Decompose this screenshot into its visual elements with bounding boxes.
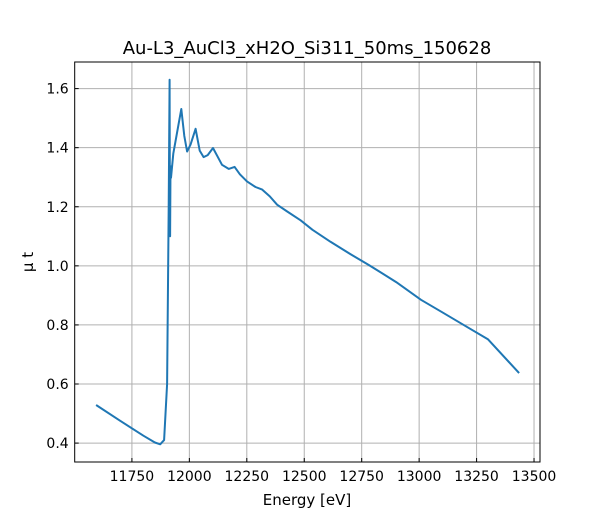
y-tick-label: 0.6 (46, 377, 68, 393)
x-tick-label: 13500 (512, 469, 557, 485)
y-tick-label: 1.4 (46, 141, 68, 157)
x-tick-label: 12750 (339, 469, 384, 485)
x-tick-label: 11750 (110, 469, 155, 485)
x-tick-label: 12500 (282, 469, 327, 485)
x-tick-label: 13000 (397, 469, 442, 485)
x-tick-label: 12250 (225, 469, 270, 485)
y-tick-label: 0.8 (46, 318, 68, 334)
y-tick-label: 1.6 (46, 82, 68, 98)
y-tick-label: 1.2 (46, 200, 68, 216)
x-tick-label: 13250 (454, 469, 499, 485)
y-tick-label: 0.4 (46, 436, 68, 452)
series-line (95, 78, 520, 446)
y-tick-label: 1.0 (46, 259, 68, 275)
x-tick-label: 12000 (167, 469, 212, 485)
plot-frame (74, 61, 541, 463)
x-axis-label: Energy [eV] (263, 491, 351, 509)
y-axis-label: μ t (19, 252, 37, 272)
chart-title: Au-L3_AuCl3_xH2O_Si311_50ms_150628 (123, 38, 492, 59)
